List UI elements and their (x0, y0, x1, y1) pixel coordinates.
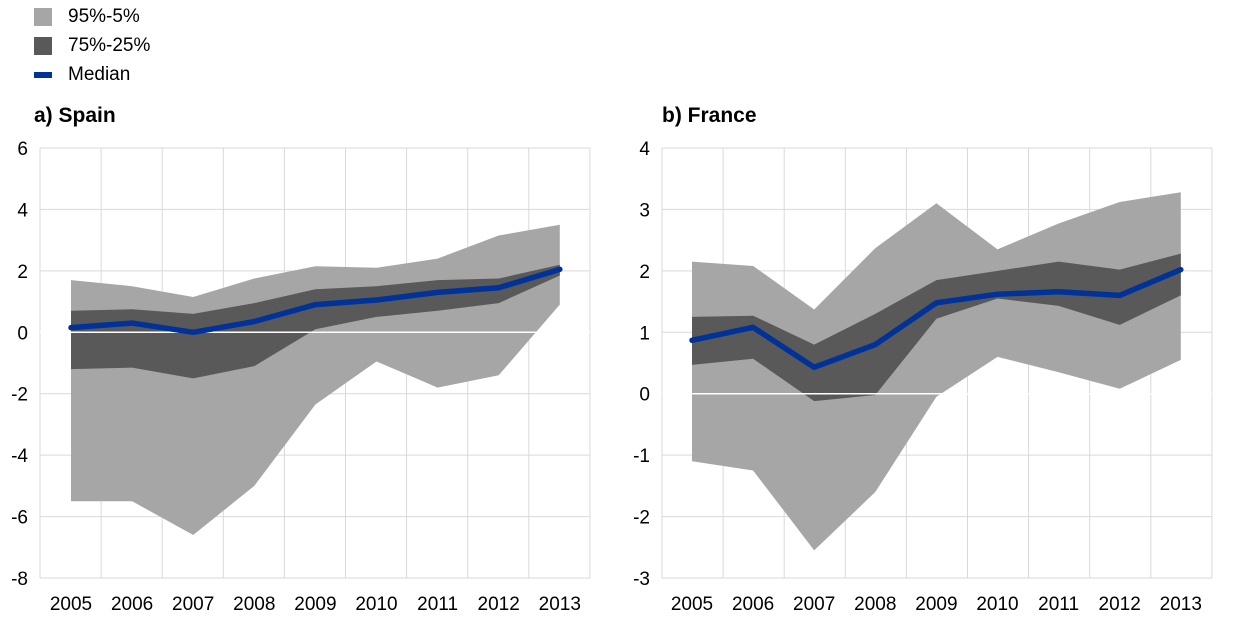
legend-item-75-25: 75%-25% (34, 31, 150, 60)
ytick-spain-2: 2 (17, 262, 28, 283)
xtick-spain-4: 2009 (294, 594, 336, 615)
chart-spain: 6 4 2 0 -2 -4 -6 -8 2005 2006 2007 2008 2009 2010 2011… (11, 139, 591, 615)
ytick-france-5: -1 (633, 446, 650, 467)
ytick-france-4: 0 (639, 385, 650, 406)
xtick-france-3: 2008 (854, 594, 896, 615)
legend-item-95-5: 95%-5% (34, 2, 150, 31)
legend-swatch-75-25 (34, 36, 52, 55)
xtick-spain-1: 2006 (111, 594, 153, 615)
ytick-france-6: -2 (633, 508, 650, 529)
xtick-spain-5: 2010 (355, 594, 397, 615)
legend-label-75-25: 75%-25% (68, 35, 151, 56)
ytick-france-2: 2 (639, 262, 650, 283)
xtick-spain-8: 2013 (539, 594, 581, 615)
xtick-france-6: 2011 (1038, 594, 1079, 615)
band-95-5-france (692, 192, 1181, 551)
median-line-spain (68, 266, 563, 336)
xtick-france-5: 2010 (976, 594, 1018, 615)
xtick-spain-0: 2005 (50, 594, 92, 615)
legend-label-95-5: 95%-5% (68, 6, 140, 27)
chart-title-france: b) France (662, 104, 757, 127)
legend-swatch-95-5 (34, 7, 52, 26)
ytick-spain-0: 6 (17, 139, 28, 160)
ytick-france-1: 3 (639, 200, 650, 221)
xtick-france-2: 2007 (793, 594, 835, 615)
xtick-france-0: 2005 (671, 594, 713, 615)
ytick-france-0: 4 (639, 139, 650, 160)
ytick-spain-6: -6 (11, 508, 28, 529)
xtick-spain-7: 2012 (478, 594, 520, 615)
legend: 95%-5% 75%-25% Median (34, 2, 150, 89)
ytick-spain-4: -2 (11, 385, 28, 406)
ytick-spain-5: -4 (11, 446, 28, 467)
ytick-france-7: -3 (633, 569, 650, 590)
ytick-spain-3: 0 (17, 323, 28, 344)
ytick-spain-7: -8 (11, 569, 28, 590)
legend-label-median: Median (68, 64, 131, 85)
xtick-france-8: 2013 (1160, 594, 1202, 615)
xtick-spain-3: 2008 (233, 594, 275, 615)
chart-title-spain: a) Spain (34, 104, 116, 127)
ytick-spain-1: 4 (17, 200, 28, 221)
xtick-france-7: 2012 (1099, 594, 1141, 615)
xtick-france-4: 2009 (915, 594, 957, 615)
legend-item-median: Median (34, 60, 150, 89)
legend-swatch-median (34, 71, 52, 78)
xtick-spain-2: 2007 (172, 594, 214, 615)
ytick-france-3: 1 (639, 323, 650, 344)
xtick-spain-6: 2011 (417, 594, 458, 615)
xtick-france-1: 2006 (732, 594, 774, 615)
median-line-france (689, 266, 1184, 371)
chart-france: 4 3 2 1 0 -1 -2 -3 2005 2006 2007 2008 2009 2010 2011 2… (633, 139, 1213, 615)
